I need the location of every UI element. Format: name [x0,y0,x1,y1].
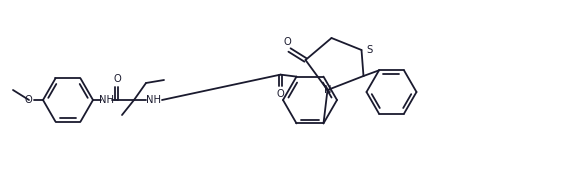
Text: O: O [113,74,121,84]
Text: NH: NH [146,95,162,105]
Text: O: O [24,95,32,105]
Text: NH: NH [99,95,114,105]
Text: O: O [277,89,284,99]
Text: O: O [284,37,291,47]
Text: S: S [366,45,373,55]
Text: N: N [324,85,331,95]
